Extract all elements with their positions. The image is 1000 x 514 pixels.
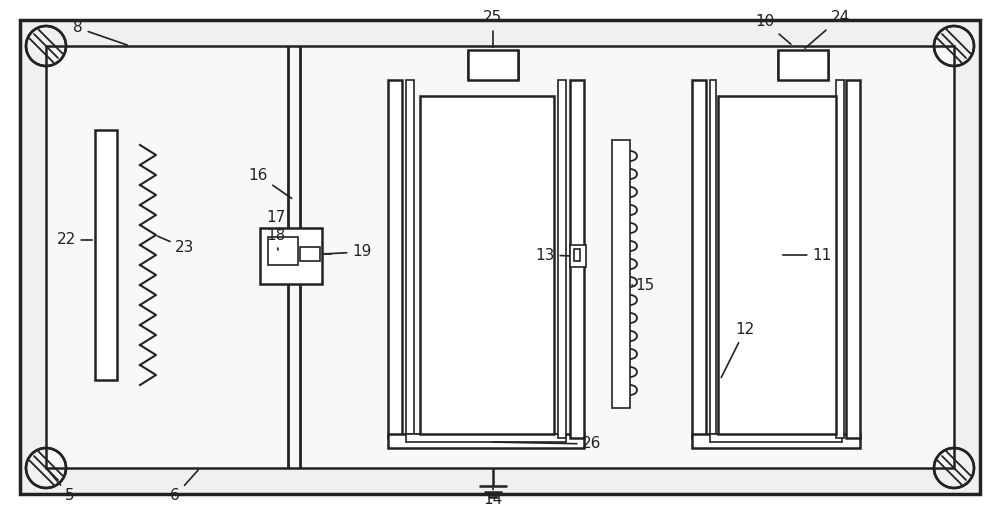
Bar (836, 80, 844, 438)
Text: 10: 10 (755, 14, 791, 44)
Bar (710, 80, 716, 438)
Text: 22: 22 (56, 232, 92, 248)
Bar (268, 237, 298, 265)
Text: 12: 12 (721, 322, 755, 377)
Text: 23: 23 (158, 236, 195, 255)
Text: 17: 17 (266, 211, 286, 230)
Bar (406, 434, 566, 442)
Text: 16: 16 (248, 168, 292, 198)
Bar (406, 80, 414, 438)
Text: 24: 24 (805, 10, 850, 48)
Bar (558, 80, 566, 438)
Bar (46, 46, 954, 468)
Bar (718, 96, 836, 434)
Text: 11: 11 (783, 248, 832, 263)
Text: 19: 19 (325, 245, 372, 260)
Bar (570, 80, 584, 438)
Bar (612, 140, 630, 408)
Bar (388, 80, 402, 438)
Bar (692, 80, 706, 438)
Text: 5: 5 (48, 470, 75, 504)
Bar (468, 50, 518, 80)
Bar (778, 50, 828, 80)
Bar (574, 249, 580, 261)
Text: 18: 18 (266, 228, 286, 250)
Text: 8: 8 (73, 21, 127, 45)
Bar (388, 434, 584, 448)
Text: 25: 25 (483, 10, 503, 47)
Bar (420, 96, 554, 434)
Text: 14: 14 (483, 488, 503, 507)
Text: 13: 13 (535, 248, 569, 263)
Text: 26: 26 (493, 436, 602, 451)
Text: 15: 15 (632, 278, 655, 292)
Bar (692, 434, 860, 448)
Bar (570, 245, 586, 267)
Bar (300, 247, 320, 261)
Text: 6: 6 (170, 470, 198, 504)
Bar (95, 130, 117, 380)
Bar (710, 434, 842, 442)
Bar (846, 80, 860, 438)
Bar (260, 228, 322, 284)
